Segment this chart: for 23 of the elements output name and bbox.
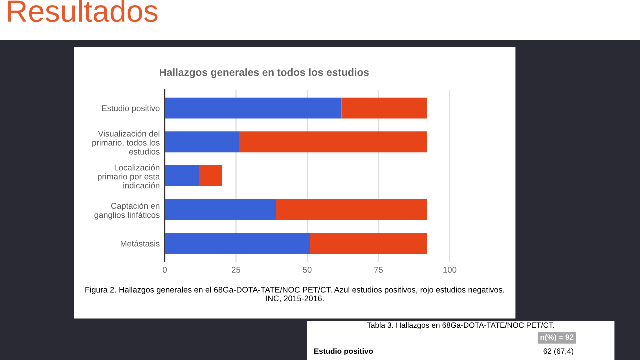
x-tick-label: 25 (232, 267, 241, 273)
text: Figura 2. Hallazgos generales en el 68Ga-DOTA-TATE/NOC PET/CT. Azul estudios positivos, rojo estudios negativos. INC, 2015-2016. (86, 286, 504, 302)
x-tick-label: 0 (163, 267, 167, 273)
bar (165, 199, 276, 220)
y-tick-label: Localización primario por esta indicación (98, 164, 160, 189)
x-tick-label: 100 (444, 267, 457, 273)
y-tick-label: Captación en ganglios linfáticos (94, 202, 160, 220)
bar (342, 98, 428, 119)
bar (310, 233, 428, 254)
chart-title: Hallazgos generales en todos los estudios (160, 68, 369, 78)
y-tick-label: Metástasis (120, 240, 160, 247)
x-tick-label: 75 (374, 267, 384, 273)
bar (165, 132, 240, 153)
bar (165, 233, 310, 254)
y-tick-label: Estudio positivo (102, 105, 160, 114)
bar (165, 166, 200, 186)
text: Resultados (8, 0, 158, 22)
bar (239, 132, 428, 153)
bar (276, 199, 428, 220)
y-tick-label: Visualización del primario, todos los estudios (92, 130, 160, 155)
bar (165, 98, 342, 119)
bar (199, 166, 222, 186)
x-tick-label: 50 (303, 267, 312, 273)
